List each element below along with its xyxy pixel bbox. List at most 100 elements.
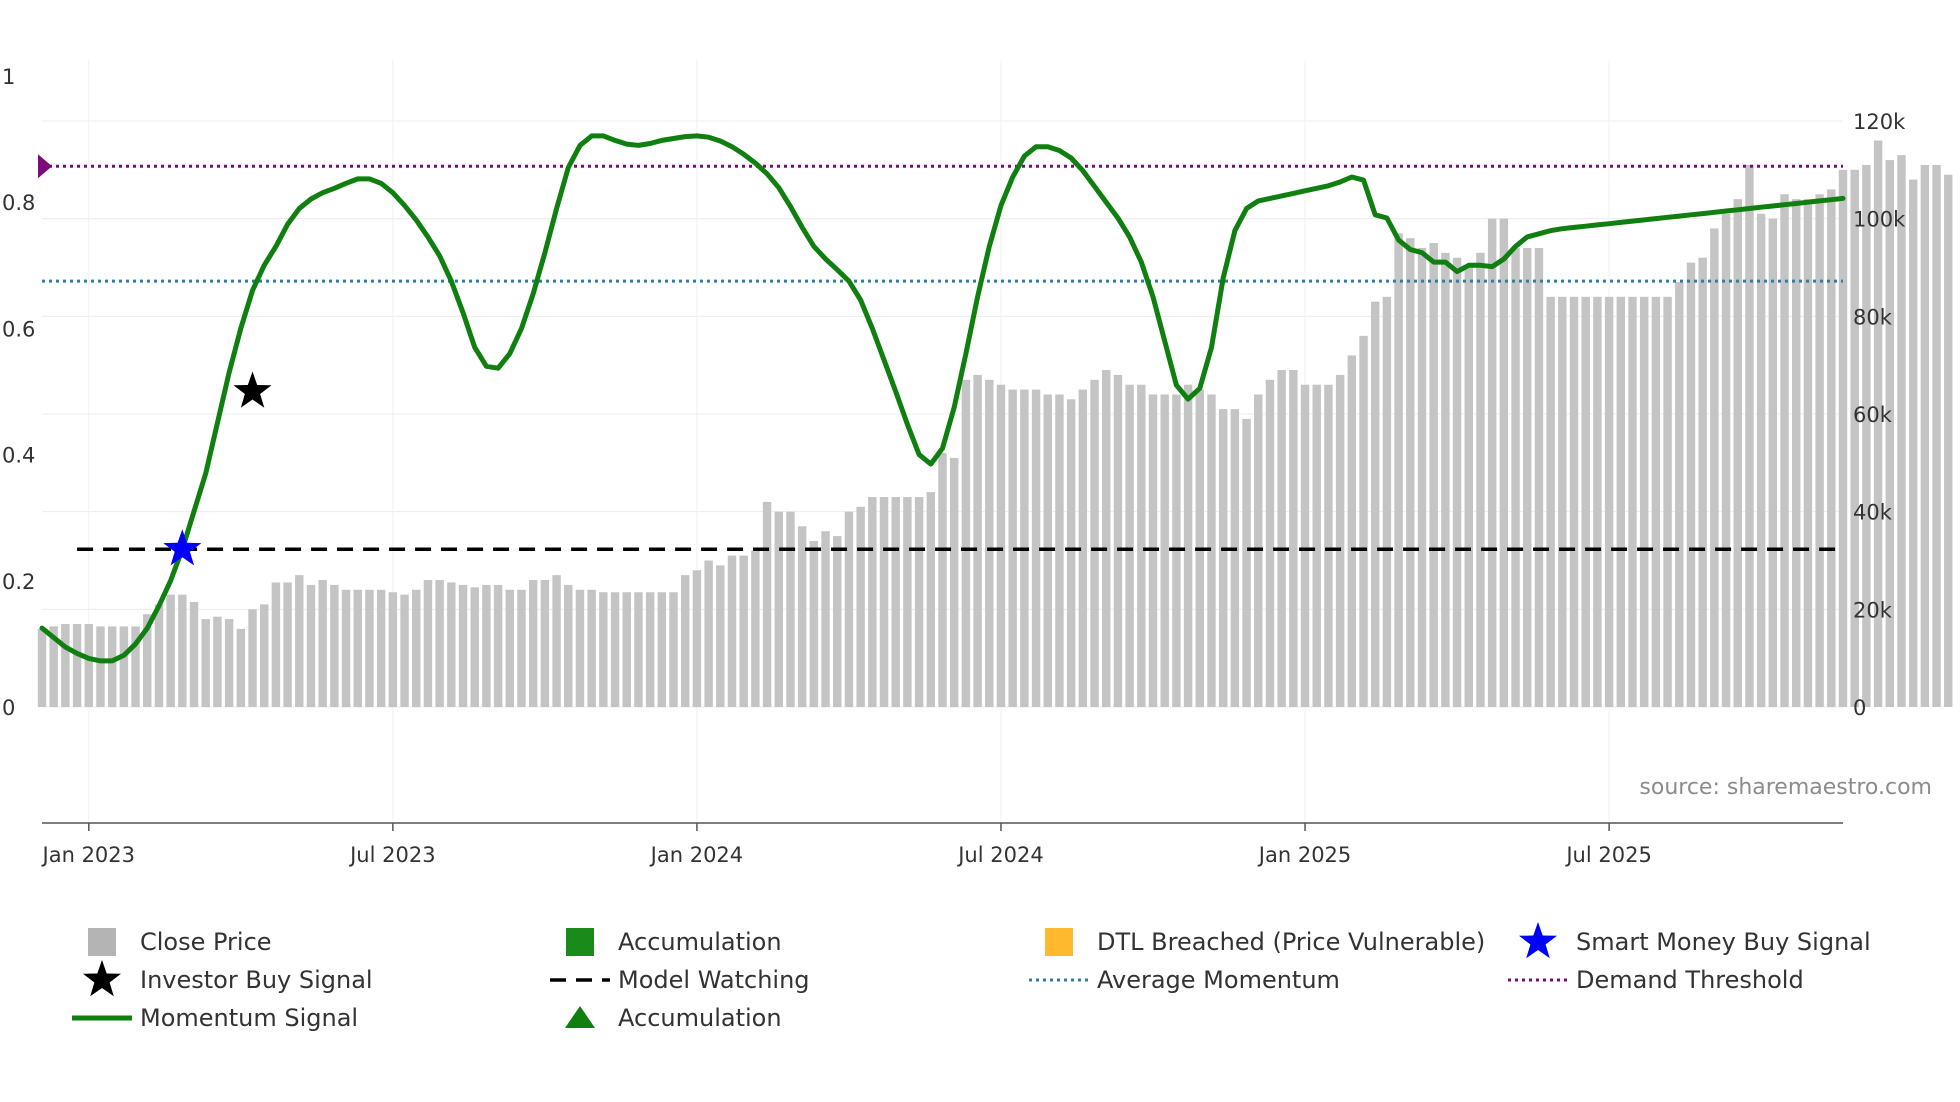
close-price-bar — [295, 575, 304, 707]
close-price-bar — [388, 592, 398, 707]
close-price-bar — [1932, 164, 1941, 707]
left-tick-label: 0.6 — [2, 317, 35, 341]
x-tick-label: Jan 2024 — [649, 843, 744, 867]
close-price-bar — [622, 592, 631, 707]
close-price-bar — [1125, 384, 1134, 707]
close-price-bar — [1616, 296, 1626, 707]
close-price-bar — [1370, 301, 1380, 707]
legend-swatch — [1045, 928, 1073, 956]
close-price-bar — [1102, 370, 1111, 707]
close-price-bar — [645, 592, 655, 707]
demand-threshold-marker — [38, 154, 52, 179]
close-price-bar — [1417, 247, 1427, 707]
close-price-bar — [949, 457, 959, 707]
close-price-bar — [739, 555, 748, 707]
close-price-bar — [259, 604, 269, 707]
close-price-bar — [1710, 228, 1719, 707]
investor-buy-signal-star — [233, 371, 272, 408]
close-price-bar — [1569, 296, 1579, 707]
legend-label: Model Watching — [618, 966, 810, 994]
close-price-bar — [821, 531, 830, 707]
close-price-bar — [926, 492, 936, 707]
x-tick-label: Jul 2024 — [956, 843, 1043, 867]
close-price-bar — [330, 584, 339, 707]
x-tick-label: Jul 2023 — [348, 843, 435, 867]
smart-money-buy-signal-star — [163, 529, 202, 566]
close-price-bar — [1406, 238, 1415, 707]
close-price-bar — [131, 626, 140, 707]
legend-star-icon — [83, 960, 121, 997]
momentum-signal-line — [39, 133, 1846, 664]
close-price-bar — [493, 584, 503, 707]
close-price-bar — [49, 626, 58, 707]
legend-label: Close Price — [140, 928, 272, 956]
x-tick-label: Jan 2023 — [41, 843, 136, 867]
close-price-bar — [318, 580, 327, 707]
close-price-bar — [1452, 257, 1462, 707]
close-price-bar — [1850, 169, 1859, 708]
close-price-bar — [1733, 199, 1742, 707]
close-price-bar — [107, 626, 117, 707]
close-price-bar — [879, 497, 889, 707]
close-price-bar — [1604, 296, 1614, 707]
close-price-bar — [189, 602, 199, 707]
close-price-bar — [119, 626, 129, 707]
close-price-bar — [1382, 296, 1392, 707]
close-price-bar — [1066, 399, 1076, 707]
close-price-bar — [938, 453, 947, 707]
close-price-bar — [271, 582, 281, 707]
close-price-bar — [1721, 213, 1731, 708]
close-price-bar — [96, 626, 105, 707]
close-price-bar — [1312, 384, 1321, 707]
close-price-bar — [1838, 169, 1848, 708]
legend-item: DTL Breached (Price Vulnerable) — [1045, 928, 1485, 956]
close-price-bar — [1873, 140, 1883, 708]
close-price-bar — [458, 584, 468, 707]
left-tick-label: 0 — [2, 696, 15, 720]
right-tick-label: 40k — [1853, 501, 1893, 525]
close-price-bar — [762, 501, 772, 707]
close-price-bar — [634, 592, 643, 707]
legend-triangle-icon — [565, 1006, 595, 1028]
close-price-bar — [868, 497, 877, 707]
close-price-bar — [996, 384, 1006, 707]
close-price-bar — [166, 594, 175, 707]
close-price-bar — [1908, 179, 1918, 708]
close-price-bar — [1335, 374, 1345, 707]
left-tick-label: 0.8 — [2, 191, 35, 215]
close-price-bar — [833, 536, 842, 707]
close-price-bar — [1441, 252, 1450, 707]
right-tick-label: 20k — [1853, 598, 1893, 622]
close-price-bar — [1499, 218, 1509, 707]
close-price-bar — [435, 580, 444, 707]
close-price-bar — [1218, 409, 1228, 707]
close-price-bar — [1780, 194, 1789, 707]
close-price-bar — [1394, 233, 1403, 708]
close-price-bar — [1745, 164, 1754, 707]
close-price-bar — [914, 497, 924, 707]
close-price-bar — [482, 584, 491, 707]
legend-label: Accumulation — [618, 1004, 782, 1032]
close-price-bar — [552, 575, 561, 707]
close-price-bar — [143, 614, 152, 707]
legend-item: Momentum Signal — [72, 1004, 358, 1032]
x-tick-label: Jul 2025 — [1564, 843, 1651, 867]
close-price-bar — [1558, 296, 1567, 707]
close-price-bar — [84, 623, 93, 707]
close-price-bar — [1827, 189, 1836, 707]
close-price-bar — [1639, 296, 1649, 707]
close-price-bar — [797, 526, 807, 707]
legend-label: Accumulation — [618, 928, 782, 956]
close-price-bar — [1289, 370, 1298, 707]
legend-item: Average Momentum — [1029, 966, 1340, 994]
close-price-bar — [1792, 199, 1801, 707]
close-price-bar — [1698, 257, 1707, 707]
close-price-bar — [528, 580, 538, 707]
close-price-bar — [1534, 247, 1544, 707]
close-price-bar — [657, 592, 667, 707]
legend-item: Accumulation — [565, 1004, 782, 1032]
legend-label: Smart Money Buy Signal — [1576, 928, 1871, 956]
close-price-bar — [283, 582, 292, 707]
close-price-bar — [704, 560, 713, 707]
